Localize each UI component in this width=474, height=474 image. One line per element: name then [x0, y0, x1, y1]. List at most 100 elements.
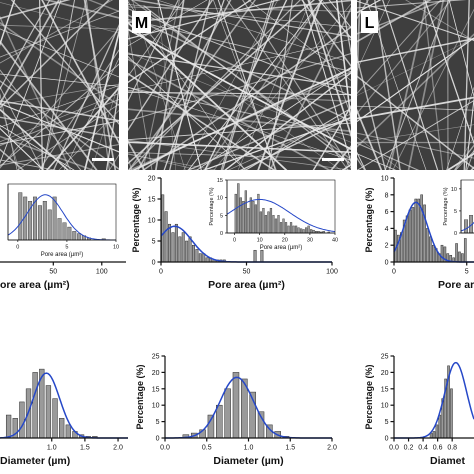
- x-axis-label: Pore area (µm²): [260, 245, 302, 251]
- bar: [234, 193, 237, 234]
- x-axis-label: Diameter (µm): [0, 455, 70, 467]
- bar: [205, 257, 209, 263]
- bar: [18, 192, 23, 241]
- x-tick-label: 0: [16, 245, 19, 251]
- inset-frame: [460, 179, 474, 234]
- x-tick-label: 100: [96, 269, 108, 276]
- x-tick-label: 30: [307, 238, 313, 244]
- x-tick-label: 1.5: [285, 445, 295, 452]
- x-tick-label: 10: [257, 238, 263, 244]
- bar: [254, 204, 257, 234]
- bar: [305, 227, 308, 234]
- fiber: [87, 0, 119, 13]
- y-tick-label: 5: [385, 419, 389, 426]
- fiber: [128, 0, 257, 170]
- y-tick-label: 20: [148, 175, 156, 182]
- bar: [272, 215, 275, 234]
- fiber: [91, 81, 119, 170]
- fiber: [0, 63, 119, 167]
- fiber: [128, 26, 153, 170]
- fiber: [0, 15, 72, 170]
- x-axis-label: Pore area: [438, 279, 474, 291]
- bar: [253, 249, 257, 263]
- fiber: [269, 6, 351, 170]
- bar: [247, 208, 250, 234]
- y-tick-label: 15: [217, 178, 223, 184]
- fiber-network-left: [0, 0, 119, 170]
- bar: [42, 201, 47, 241]
- panel-letter-m: M: [135, 15, 148, 32]
- y-tick-label: 10: [217, 196, 223, 202]
- fiber: [128, 141, 351, 154]
- bar: [274, 218, 278, 234]
- fiber: [0, 116, 119, 139]
- fiber: [0, 100, 20, 170]
- y-tick-label: 10: [451, 187, 457, 193]
- sem-image-mid: [128, 0, 351, 170]
- bar: [432, 431, 436, 439]
- fiber: [226, 0, 349, 170]
- fiber: [16, 103, 119, 170]
- fiber: [128, 4, 351, 28]
- y-tick-label: 6: [385, 209, 389, 216]
- bar: [411, 207, 415, 263]
- diameter-histogram-mid: 0.0 0.5 1.0 1.5 2.0 0 5 10 15 20 25 Percentage (%) D…: [135, 353, 337, 467]
- scale-bar-left: [92, 158, 114, 161]
- fiber: [128, 0, 351, 24]
- fiber: [0, 28, 119, 169]
- y-tick-label: 10: [148, 217, 156, 224]
- fiber: [0, 40, 98, 170]
- fiber: [128, 108, 351, 133]
- y-axis-label: Percentage (%): [131, 187, 141, 252]
- y-tick-label: 10: [381, 175, 389, 182]
- fiber: [128, 1, 246, 170]
- fiber: [357, 100, 474, 170]
- bar: [455, 243, 458, 263]
- bar: [429, 236, 432, 263]
- bar: [216, 404, 223, 439]
- fiber: [0, 120, 119, 145]
- bar: [252, 200, 255, 234]
- bar: [65, 424, 71, 439]
- y-tick-label: 5: [152, 238, 156, 245]
- fiber: [357, 0, 447, 35]
- fiber: [142, 0, 180, 170]
- fiber: [227, 113, 351, 170]
- y-tick-label: 20: [152, 370, 160, 377]
- y-axis-label: Percentage (%): [443, 187, 449, 225]
- fiber: [128, 139, 146, 170]
- fiber: [128, 53, 351, 88]
- fiber: [0, 86, 43, 170]
- x-tick-label: 0.0: [389, 445, 399, 452]
- fiber: [204, 0, 288, 170]
- bar: [5, 414, 12, 439]
- fiber: [447, 0, 449, 170]
- fiber: [204, 0, 324, 170]
- fiber: [217, 0, 276, 170]
- fiber: [341, 163, 351, 170]
- fiber: [128, 55, 247, 170]
- fiber: [202, 117, 351, 170]
- gaussian-fit-line: [394, 361, 474, 439]
- bar: [450, 388, 453, 439]
- y-tick-label: 20: [381, 370, 389, 377]
- bar: [408, 209, 412, 263]
- fiber: [157, 0, 177, 170]
- bar: [32, 372, 38, 439]
- fiber: [422, 0, 444, 170]
- bar: [59, 418, 65, 439]
- x-tick-label: 0.0: [160, 445, 170, 452]
- fiber: [212, 0, 277, 170]
- fiber: [244, 107, 351, 170]
- fiber: [128, 14, 351, 122]
- bar: [244, 190, 247, 234]
- bar: [282, 218, 285, 234]
- bar: [181, 232, 185, 263]
- fiber: [128, 0, 185, 77]
- y-axis-label: Percentage (%): [364, 364, 374, 429]
- fiber: [382, 0, 439, 170]
- fiber: [307, 0, 351, 138]
- x-axis-label: Pore area (µm²): [41, 252, 83, 258]
